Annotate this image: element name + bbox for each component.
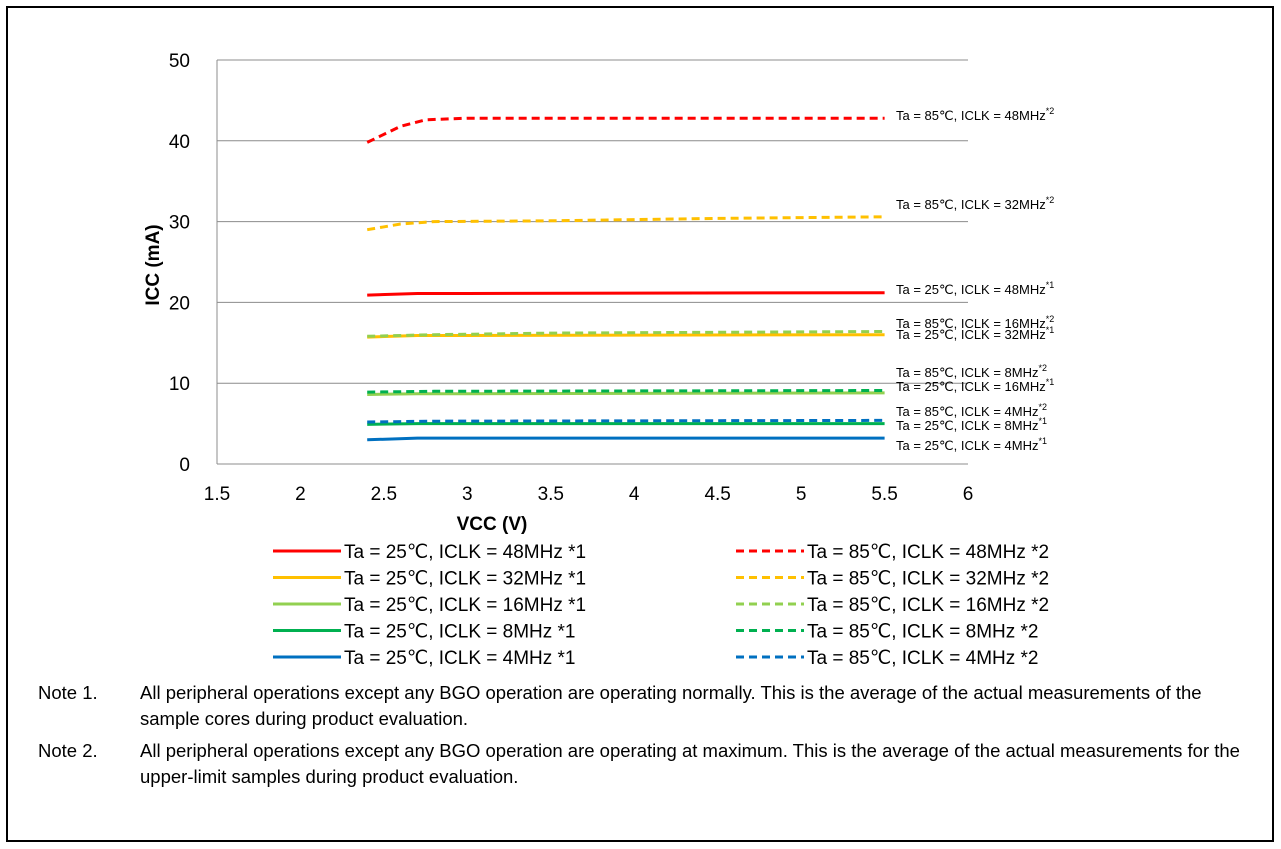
legend-label: Ta = 85℃, ICLK = 8MHz *2 [807, 622, 1039, 643]
y-tick-label: 50 [169, 51, 190, 72]
series-end-label: Ta = 85℃, ICLK = 8MHz*2 [896, 363, 1047, 380]
legend-item: Ta = 25℃, ICLK = 4MHz *1 [273, 648, 576, 669]
series-line-7 [366, 215, 885, 232]
series-layer [366, 116, 885, 442]
legend-item: Ta = 85℃, ICLK = 48MHz *2 [736, 542, 1049, 563]
series-end-label: Ta = 85℃, ICLK = 4MHz*2 [896, 402, 1047, 419]
series-end-label: Ta = 85℃, ICLK = 32MHz*2 [896, 195, 1054, 212]
x-tick-label: 5 [796, 484, 807, 505]
legend-item: Ta = 25℃, ICLK = 16MHz *1 [273, 595, 586, 616]
series-line-10 [367, 418, 885, 424]
x-axis-label: VCC (V) [457, 514, 528, 535]
end-label-layer: Ta = 25℃, ICLK = 48MHz*1 Ta = 25℃, ICLK =… [896, 106, 1054, 453]
legend-item: Ta = 25℃, ICLK = 32MHz *1 [273, 569, 586, 590]
legend-label: Ta = 85℃, ICLK = 32MHz *2 [807, 569, 1049, 590]
legend-label: Ta = 25℃, ICLK = 16MHz *1 [344, 595, 586, 616]
note-1: Note 1. All peripheral operations except… [38, 680, 1258, 732]
series-end-label: Ta = 25℃, ICLK = 32MHz*1 [896, 325, 1054, 342]
note-2: Note 2. All peripheral operations except… [38, 738, 1258, 790]
x-tick-label: 3 [462, 484, 473, 505]
legend: Ta = 25℃, ICLK = 48MHz *1 Ta = 25℃, ICLK … [273, 542, 1049, 669]
x-tick-label: 4 [629, 484, 640, 505]
y-tick-label: 30 [169, 213, 190, 234]
y-tick-label: 0 [179, 455, 190, 476]
y-axis-label: ICC (mA) [143, 224, 164, 305]
note-text: All peripheral operations except any BGO… [140, 740, 1240, 787]
grid-layer [216, 59, 968, 465]
series-end-label: Ta = 85℃, ICLK = 16MHz*2 [896, 314, 1054, 331]
note-label: Note 1. [38, 682, 98, 703]
y-tick-label: 40 [169, 132, 190, 153]
x-tick-label: 3.5 [538, 484, 564, 505]
legend-label: Ta = 85℃, ICLK = 4MHz *2 [807, 648, 1039, 669]
legend-item: Ta = 85℃, ICLK = 4MHz *2 [736, 648, 1039, 669]
series-end-label: Ta = 25℃, ICLK = 48MHz*1 [896, 280, 1054, 297]
series-end-label: Ta = 25℃, ICLK = 8MHz*1 [896, 416, 1047, 433]
icc-vcc-chart: 0 10 20 30 40 50 1.5 2 2.5 3 3.5 4 4.5 5 5.5 6 Ta = 25℃… [143, 51, 1054, 669]
x-tick-label: 2.5 [371, 484, 397, 505]
series-line-6 [366, 116, 885, 144]
legend-item: Ta = 85℃, ICLK = 32MHz *2 [736, 569, 1049, 590]
x-tick-label: 2 [295, 484, 306, 505]
series-end-label: Ta = 25℃, ICLK = 4MHz*1 [896, 436, 1047, 453]
y-tick-label: 20 [169, 293, 190, 314]
series-line-1 [367, 291, 885, 297]
legend-item: Ta = 85℃, ICLK = 16MHz *2 [736, 595, 1049, 616]
legend-item: Ta = 25℃, ICLK = 8MHz *1 [273, 622, 576, 643]
series-end-label: Ta = 85℃, ICLK = 48MHz*2 [896, 106, 1054, 123]
notes: Note 1. All peripheral operations except… [38, 680, 1258, 796]
series-line-3 [367, 391, 885, 396]
series-line-4 [367, 422, 885, 426]
tick-layer: 0 10 20 30 40 50 1.5 2 2.5 3 3.5 4 4.5 5 5.5 6 [169, 51, 973, 505]
x-tick-label: 5.5 [871, 484, 897, 505]
series-line-8 [367, 330, 885, 338]
legend-item: Ta = 85℃, ICLK = 8MHz *2 [736, 622, 1039, 643]
legend-label: Ta = 25℃, ICLK = 4MHz *1 [344, 648, 576, 669]
legend-label: Ta = 85℃, ICLK = 48MHz *2 [807, 542, 1049, 563]
legend-label: Ta = 25℃, ICLK = 32MHz *1 [344, 569, 586, 590]
note-text: All peripheral operations except any BGO… [140, 682, 1202, 729]
legend-label: Ta = 85℃, ICLK = 16MHz *2 [807, 595, 1049, 616]
y-tick-label: 10 [169, 374, 190, 395]
legend-label: Ta = 25℃, ICLK = 8MHz *1 [344, 622, 576, 643]
x-tick-label: 6 [963, 484, 974, 505]
series-line-5 [367, 436, 885, 442]
x-tick-label: 4.5 [704, 484, 730, 505]
figure-frame: 0 10 20 30 40 50 1.5 2 2.5 3 3.5 4 4.5 5 5.5 6 Ta = 25℃… [6, 6, 1274, 842]
note-label: Note 2. [38, 740, 98, 761]
legend-label: Ta = 25℃, ICLK = 48MHz *1 [344, 542, 586, 563]
x-tick-label: 1.5 [204, 484, 230, 505]
series-end-label: Ta = 25℃, ICLK = 16MHz*1 [896, 377, 1054, 394]
legend-item: Ta = 25℃, ICLK = 48MHz *1 [273, 542, 586, 563]
series-line-2 [367, 333, 885, 339]
series-line-9 [367, 389, 885, 394]
